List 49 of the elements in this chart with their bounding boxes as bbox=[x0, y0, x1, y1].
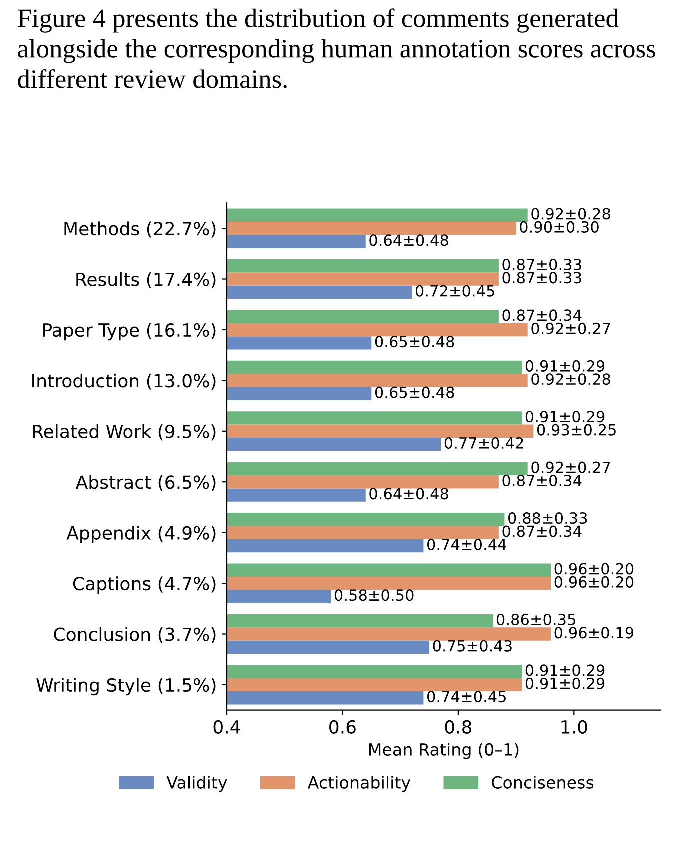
data-label: 0.91±0.29 bbox=[526, 678, 605, 690]
data-label: 0.58±0.50 bbox=[334, 590, 414, 602]
y-tick-label: Appendix (4.9%) bbox=[66, 526, 216, 544]
data-label: 0.92±0.27 bbox=[532, 322, 610, 334]
data-label: 0.87±0.33 bbox=[502, 258, 582, 271]
legend-label: Actionability bbox=[308, 776, 411, 792]
y-tick-label: Introduction (13.0%) bbox=[32, 374, 216, 390]
data-label: 0.92±0.28 bbox=[532, 208, 610, 220]
data-label: 0.96±0.20 bbox=[554, 563, 634, 575]
caption: Figure 4 presents the distribution of comments generated alongside the corresponding human annotation scores across different review domains. bbox=[18, 8, 656, 88]
y-tick-label: Results (17.4%) bbox=[76, 272, 216, 289]
y-tick-label: Related Work (9.5%) bbox=[33, 424, 216, 441]
y-tick-label: Paper Type (16.1%) bbox=[44, 323, 216, 341]
data-label: 0.90±0.30 bbox=[520, 221, 599, 233]
data-label: 0.64±0.48 bbox=[370, 488, 448, 500]
y-tick-label: Abstract (6.5%) bbox=[76, 475, 216, 492]
x-axis-title: Mean Rating (0–1) bbox=[369, 743, 519, 760]
data-label: 0.87±0.34 bbox=[502, 474, 582, 487]
y-tick-label: Writing Style (1.5%) bbox=[36, 678, 216, 696]
y-tick-label: Captions (4.7%) bbox=[73, 576, 216, 594]
data-label: 0.87±0.34 bbox=[502, 526, 582, 538]
data-label: 0.86±0.35 bbox=[496, 614, 576, 626]
data-label: 0.92±0.27 bbox=[532, 462, 610, 474]
x-tick-label: 0.6 bbox=[330, 720, 356, 734]
legend-label: Validity bbox=[166, 776, 228, 792]
y-tick-label: Conclusion (3.7%) bbox=[54, 627, 216, 644]
y-tick-label: Methods (22.7%) bbox=[64, 222, 216, 238]
data-label: 0.72±0.45 bbox=[416, 285, 494, 297]
data-label: 0.65±0.48 bbox=[375, 386, 454, 398]
data-label: 0.88±0.33 bbox=[508, 512, 588, 524]
data-label: 0.87±0.34 bbox=[502, 310, 582, 322]
data-label: 0.77±0.42 bbox=[444, 437, 524, 450]
x-tick-label: 0.4 bbox=[214, 720, 240, 734]
data-label: 0.75±0.43 bbox=[433, 640, 512, 652]
data-label: 0.91±0.29 bbox=[526, 664, 605, 676]
data-label: 0.96±0.20 bbox=[554, 576, 634, 588]
legend-label: Conciseness bbox=[492, 776, 594, 789]
data-label: 0.65±0.48 bbox=[375, 336, 454, 348]
data-label: 0.92±0.28 bbox=[532, 374, 610, 386]
data-label: 0.91±0.29 bbox=[526, 411, 605, 423]
data-label: 0.74±0.45 bbox=[428, 691, 506, 703]
data-label: 0.64±0.48 bbox=[370, 234, 448, 246]
data-label: 0.74±0.44 bbox=[428, 538, 506, 550]
data-label: 0.91±0.29 bbox=[526, 360, 605, 372]
x-tick-label: 0.8 bbox=[445, 720, 472, 734]
x-tick-label: 1.0 bbox=[562, 720, 588, 734]
data-label: 0.93±0.25 bbox=[537, 424, 616, 436]
data-label: 0.96±0.19 bbox=[554, 627, 634, 639]
data-label: 0.87±0.33 bbox=[502, 272, 582, 284]
